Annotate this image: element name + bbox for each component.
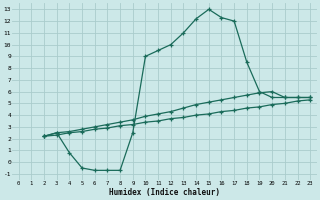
X-axis label: Humidex (Indice chaleur): Humidex (Indice chaleur) xyxy=(109,188,220,197)
